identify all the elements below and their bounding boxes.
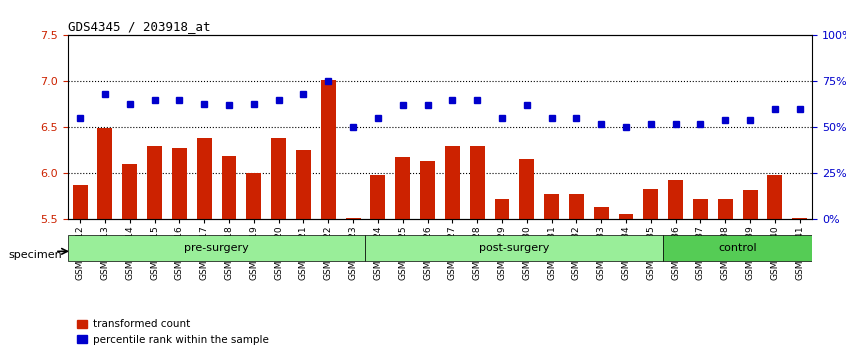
Bar (97, 129, 113, 219)
FancyBboxPatch shape (365, 235, 663, 261)
Bar (395, 157, 410, 219)
Bar (73, 184, 87, 219)
Bar (172, 148, 187, 219)
Bar (544, 194, 559, 219)
Bar (470, 146, 485, 219)
Bar (420, 161, 435, 219)
Bar (718, 199, 733, 219)
Bar (618, 214, 634, 219)
Bar (569, 194, 584, 219)
Bar (693, 199, 708, 219)
Bar (222, 156, 236, 219)
Bar (123, 164, 137, 219)
Bar (147, 146, 162, 219)
Bar (346, 218, 360, 219)
Bar (321, 80, 336, 219)
Text: pre-surgery: pre-surgery (184, 243, 249, 253)
Bar (743, 190, 757, 219)
Text: GDS4345 / 203918_at: GDS4345 / 203918_at (68, 20, 210, 33)
FancyBboxPatch shape (68, 235, 365, 261)
FancyBboxPatch shape (663, 235, 812, 261)
Bar (767, 175, 783, 219)
Bar (495, 199, 509, 219)
Bar (793, 218, 807, 219)
Bar (668, 180, 683, 219)
Bar (644, 189, 658, 219)
Legend: transformed count, percentile rank within the sample: transformed count, percentile rank withi… (73, 315, 272, 349)
Bar (272, 138, 286, 219)
Text: control: control (718, 243, 757, 253)
Bar (445, 146, 459, 219)
Bar (246, 173, 261, 219)
Bar (519, 159, 534, 219)
Bar (594, 207, 608, 219)
Bar (197, 138, 212, 219)
Text: specimen: specimen (8, 250, 63, 260)
Bar (296, 150, 310, 219)
Text: post-surgery: post-surgery (479, 243, 550, 253)
Bar (371, 175, 385, 219)
